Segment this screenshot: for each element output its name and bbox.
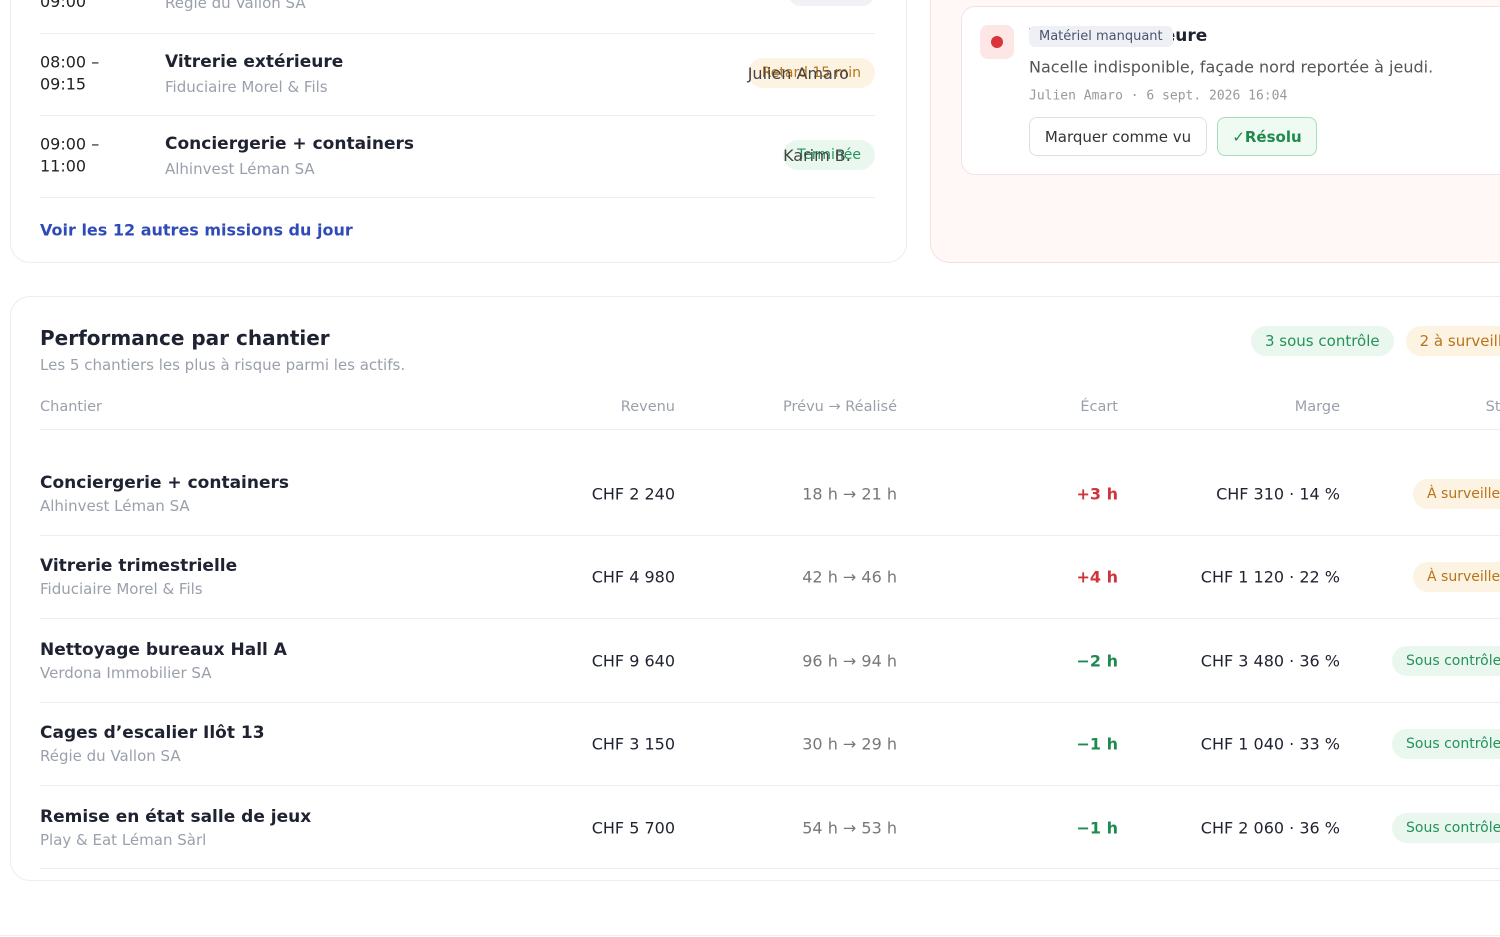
margin: CHF 1 040 · 33 % bbox=[1200, 734, 1340, 754]
column-header: Marge bbox=[1294, 399, 1340, 415]
revenue: CHF 2 240 bbox=[591, 484, 675, 504]
margin: CHF 2 060 · 36 % bbox=[1200, 818, 1340, 838]
section-subtitle: Les 5 chantiers les plus à risque parmi … bbox=[40, 356, 406, 374]
mission-meta: Karim B. Terminée bbox=[783, 140, 875, 170]
site-client: Fiduciaire Morel & Fils bbox=[40, 580, 203, 599]
mission-time-end: 11:00 bbox=[40, 156, 87, 176]
status-pill bbox=[788, 0, 875, 6]
site-client: Alhinvest Léman SA bbox=[40, 497, 190, 515]
gap: −2 h bbox=[1076, 651, 1119, 671]
mission-person: Julien Amaro bbox=[747, 63, 849, 83]
mission-client: Fiduciaire Morel & Fils bbox=[165, 78, 328, 96]
revenue: CHF 3 150 bbox=[591, 734, 675, 754]
hours: 54 h → 53 h bbox=[802, 818, 897, 838]
mission-time-start: 08:00 – bbox=[40, 52, 100, 72]
divider bbox=[40, 33, 875, 34]
hours: 96 h → 94 h bbox=[802, 651, 897, 671]
margin: CHF 1 120 · 22 % bbox=[1200, 567, 1340, 587]
mission-time-start: 09:00 – bbox=[40, 134, 100, 154]
divider bbox=[40, 115, 875, 116]
divider bbox=[40, 785, 1500, 787]
more-link[interactable]: Voir les 12 autres missions du jour bbox=[40, 220, 353, 240]
mission-time: 09:00 bbox=[40, 0, 87, 11]
performance-card bbox=[10, 296, 1500, 881]
mission-time-end: 09:15 bbox=[40, 74, 87, 94]
status-pill: À surveiller bbox=[1413, 479, 1500, 509]
revenue: CHF 9 640 bbox=[591, 651, 675, 671]
alert-icon bbox=[980, 25, 1014, 59]
hours: 18 h → 21 h bbox=[802, 484, 897, 504]
badges: 3 sous contrôle 2 à surveiller bbox=[1251, 326, 1500, 356]
site-client: Régie du Vallon SA bbox=[40, 747, 181, 766]
status-pill: Retard 15 min bbox=[747, 58, 875, 88]
divider bbox=[40, 618, 1500, 620]
column-header: Prévu → Réalisé bbox=[783, 399, 897, 415]
gap: +4 h bbox=[1076, 567, 1119, 587]
button[interactable]: Marquer comme vu bbox=[1029, 117, 1207, 156]
alert-dot bbox=[991, 36, 1003, 48]
status-pill: Sous contrôle bbox=[1392, 729, 1500, 760]
missions-card bbox=[10, 0, 907, 263]
status-pill: À surveiller bbox=[1413, 562, 1500, 593]
site-client: Play & Eat Léman Sàrl bbox=[40, 830, 207, 849]
divider bbox=[0, 935, 1500, 936]
site-name: Conciergerie + containers bbox=[40, 473, 290, 493]
alert-meta: Julien Amaro · 6 sept. 2026 16:04 bbox=[1029, 88, 1288, 104]
status-pill: Sous contrôle bbox=[1392, 645, 1500, 676]
hours: 42 h → 46 h bbox=[802, 567, 897, 587]
divider bbox=[40, 197, 875, 198]
site-name: Cages d’escalier Ilôt 13 bbox=[40, 723, 265, 744]
gap: +3 h bbox=[1076, 484, 1119, 504]
column-header: Chantier bbox=[40, 399, 102, 415]
alert-message: Nacelle indisponible, façade nord report… bbox=[1029, 57, 1434, 77]
gap: −1 h bbox=[1076, 734, 1119, 754]
mission-meta: Julien Amaro Retard 15 min bbox=[747, 58, 875, 88]
badge: 2 à surveiller bbox=[1405, 326, 1500, 356]
mission-title: Vitrerie extérieure bbox=[165, 52, 344, 72]
divider bbox=[40, 429, 1500, 430]
mission-client: Alhinvest Léman SA bbox=[165, 160, 315, 178]
site-client: Verdona Immobilier SA bbox=[40, 663, 212, 682]
badge: 3 sous contrôle bbox=[1251, 326, 1394, 356]
mission-person: Karim B. bbox=[783, 145, 851, 165]
site-name: Vitrerie trimestrielle bbox=[40, 556, 238, 577]
column-header: Écart bbox=[1080, 399, 1118, 415]
column-header: Revenu bbox=[620, 399, 675, 415]
site-name: Remise en état salle de jeux bbox=[40, 806, 312, 827]
mission-client: Régie du Vallon SA bbox=[165, 0, 306, 12]
divider bbox=[40, 535, 1500, 536]
margin: CHF 3 480 · 36 % bbox=[1200, 651, 1340, 671]
status-pill: Terminée bbox=[783, 140, 875, 170]
mission-title: Conciergerie + containers bbox=[165, 134, 415, 154]
alert-tag: Matériel manquant bbox=[1029, 25, 1173, 47]
divider bbox=[40, 701, 1500, 703]
gap: −1 h bbox=[1076, 818, 1119, 838]
revenue: CHF 4 980 bbox=[591, 567, 675, 587]
hours: 30 h → 29 h bbox=[802, 734, 897, 754]
revenue: CHF 5 700 bbox=[591, 818, 675, 838]
column-header: Statut bbox=[1485, 399, 1500, 415]
divider bbox=[40, 868, 1500, 869]
margin: CHF 310 · 14 % bbox=[1216, 484, 1340, 504]
status-pill: Sous contrôle bbox=[1392, 812, 1500, 843]
section-title: Performance par chantier bbox=[40, 326, 330, 350]
site-name: Nettoyage bureaux Hall A bbox=[40, 639, 287, 660]
button[interactable]: ✓Résolu bbox=[1217, 117, 1317, 156]
